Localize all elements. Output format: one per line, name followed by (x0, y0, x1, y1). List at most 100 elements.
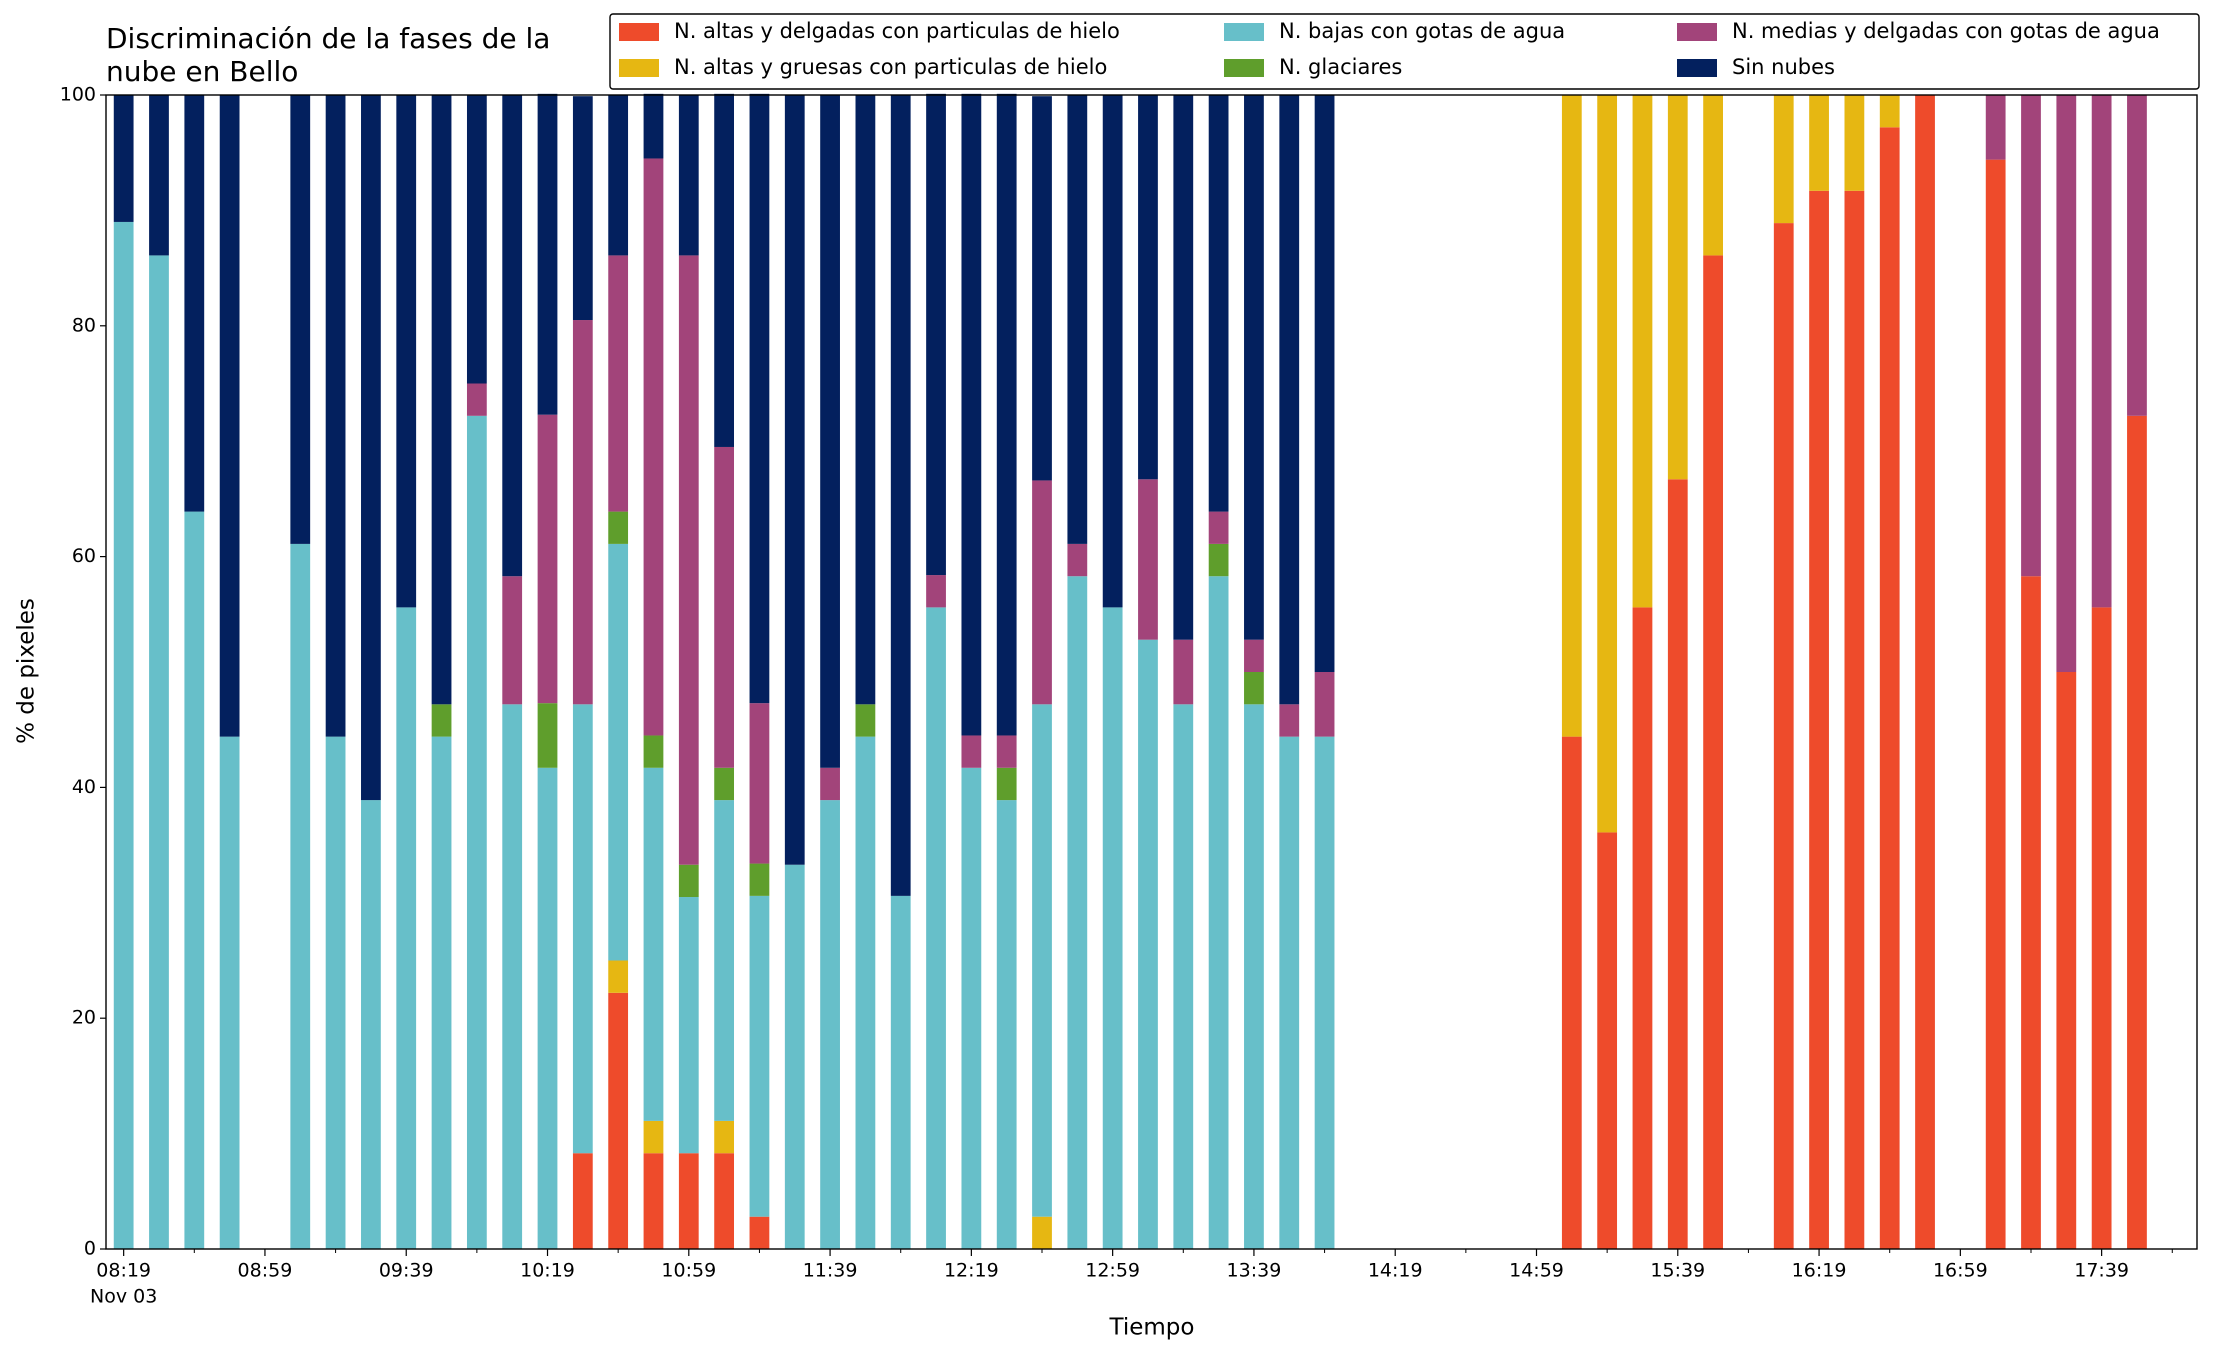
bar-segment (608, 960, 629, 993)
bar-segment (219, 736, 240, 1249)
bar-segment (678, 255, 699, 865)
bar-segment (996, 93, 1017, 736)
bar-segment (396, 95, 417, 608)
legend-swatch (1677, 23, 1717, 41)
bar-segment (396, 607, 417, 1249)
bar-segment (1244, 704, 1264, 1249)
bar-segment (1067, 95, 1088, 544)
bar-segment (2127, 415, 2147, 1249)
x-tick-label: 11:39 (803, 1260, 858, 1282)
bar-segment (1879, 95, 1900, 128)
bar-segment (1032, 704, 1052, 1217)
bar-segment (678, 897, 699, 1154)
bar-segment (961, 93, 982, 736)
bar-segment (2091, 95, 2112, 608)
bar-segment (537, 703, 558, 768)
bar-segment (820, 800, 840, 1249)
bar-segment (1244, 639, 1264, 672)
legend-label: N. glaciares (1279, 55, 1402, 79)
bar-segment (714, 93, 735, 447)
bar-segment (749, 703, 770, 864)
legend-swatch (619, 59, 659, 77)
bar-segment (678, 1153, 699, 1249)
bar-segment (749, 895, 770, 1217)
x-tick-label: 15:39 (1650, 1260, 1705, 1282)
x-tick-label: 08:19 (96, 1260, 151, 1282)
x-tick-label: 14:19 (1368, 1260, 1423, 1282)
bar-segment (466, 95, 487, 384)
bar-segment (1032, 480, 1052, 705)
bar-segment (2056, 672, 2077, 1249)
bar-segment (361, 800, 381, 1249)
bar-segment (678, 864, 699, 898)
bar-segment (714, 1120, 735, 1154)
bar-segment (1279, 736, 1300, 1249)
x-date-label: Nov 03 (90, 1286, 157, 1308)
bar-segment (1773, 95, 1794, 224)
bar-segment (1279, 704, 1300, 737)
bar-segment (1173, 95, 1194, 640)
bar-segment (1879, 127, 1900, 1249)
bar-segment (1208, 543, 1229, 577)
x-tick-label: 10:19 (520, 1260, 575, 1282)
bar-segment (608, 511, 629, 544)
x-tick-label: 17:39 (2074, 1260, 2129, 1282)
chart-title: Discriminación de la fases de la (106, 22, 550, 55)
bar-segment (361, 95, 381, 801)
bar-segment (502, 95, 523, 577)
bar-segment (784, 864, 805, 1249)
bar-segment (1667, 95, 1688, 480)
bar-segment (1314, 672, 1335, 737)
bar-segment (1809, 95, 1829, 191)
bar-segment (784, 95, 805, 865)
bar-segment (1244, 95, 1264, 640)
bar-segment (1561, 736, 1582, 1249)
bar-segment (926, 607, 946, 1249)
bar-segment (1102, 95, 1123, 608)
bar-segment (1138, 479, 1158, 640)
bar-segment (608, 95, 629, 256)
bar-segment (1561, 95, 1582, 737)
bar-segment (996, 735, 1017, 768)
bar-segment (572, 96, 593, 321)
bar-segment (1703, 95, 1723, 256)
bar-segment (926, 93, 946, 576)
bar-segment (149, 95, 169, 256)
bar-segment (1985, 95, 2006, 160)
bar-segment (113, 95, 134, 222)
bar-segment (890, 95, 911, 896)
bar-segment (219, 95, 240, 737)
bar-segment (820, 95, 840, 768)
x-tick-label: 14:59 (1509, 1260, 1564, 1282)
bar-segment (643, 93, 664, 159)
bar-segment (608, 543, 629, 961)
x-tick-label: 09:39 (379, 1260, 434, 1282)
bar-segment (431, 736, 452, 1249)
chart-title: nube en Bello (106, 55, 298, 88)
bar-segment (1844, 190, 1865, 1250)
bar-segment (855, 95, 876, 705)
y-tick-label: 0 (84, 1238, 96, 1260)
x-tick-label: 12:59 (1085, 1260, 1140, 1282)
bar-segment (961, 767, 982, 1249)
bar-segment (572, 320, 593, 705)
bar-segment (1244, 672, 1264, 705)
bar-segment (184, 95, 205, 512)
bar-segment (1773, 223, 1794, 1249)
bar-segment (1314, 736, 1335, 1249)
x-tick-label: 16:19 (1792, 1260, 1847, 1282)
bar-segment (678, 95, 699, 256)
bar-segment (1985, 159, 2006, 1249)
x-tick-label: 10:59 (661, 1260, 716, 1282)
bar-segment (643, 1120, 664, 1154)
bar-segment (290, 543, 311, 1249)
bar-segment (714, 767, 735, 801)
bar-segment (643, 767, 664, 1121)
bar-segment (325, 95, 346, 737)
bar-segment (149, 255, 169, 1249)
bar-segment (325, 736, 346, 1249)
bar-segment (1632, 607, 1653, 1249)
bar-segment (2021, 95, 2041, 577)
bar-segment (926, 575, 946, 608)
